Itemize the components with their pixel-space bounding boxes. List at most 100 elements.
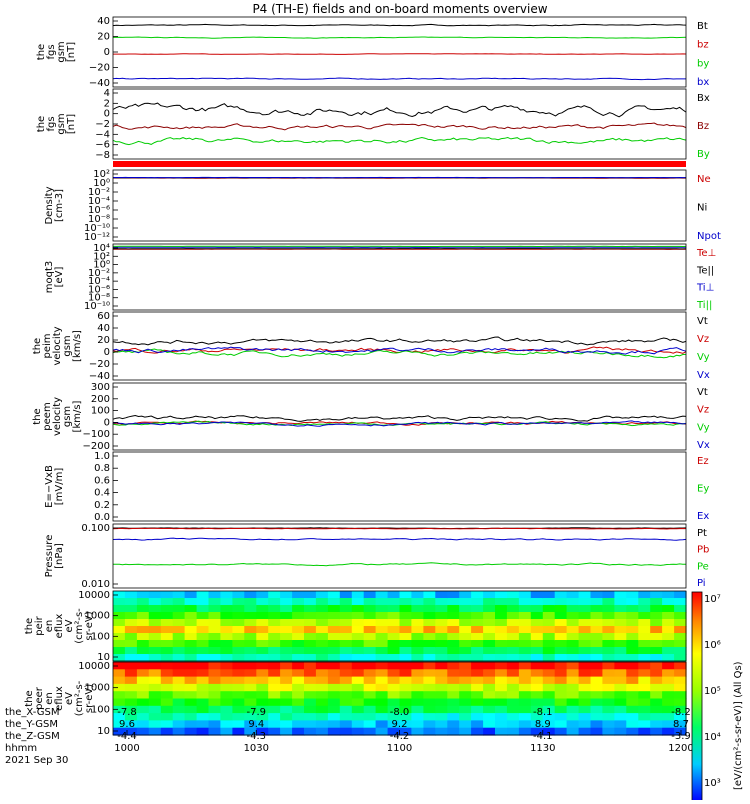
heatmap-cell (268, 598, 281, 606)
heatmap-cell (674, 647, 687, 655)
heatmap-cell (662, 677, 675, 685)
heatmap-cell (232, 598, 245, 606)
heatmap-cell (376, 612, 389, 620)
heatmap-cell (280, 591, 293, 599)
heatmap-cell (137, 677, 150, 685)
series-line-Vt (113, 416, 686, 422)
heatmap-cell (638, 669, 651, 677)
heatmap-cell (197, 677, 210, 685)
heatmap-cell (244, 684, 256, 692)
heatmap-cell (125, 669, 137, 677)
heatmap-cell (602, 691, 615, 699)
heatmap-cell (292, 691, 305, 699)
heatmap-cell (638, 640, 651, 648)
heatmap-cell (626, 706, 639, 714)
heatmap-cell (268, 684, 281, 692)
heatmap-cell (507, 662, 520, 670)
heatmap-cell (638, 706, 651, 714)
heatmap-cell (328, 720, 341, 728)
heatmap-cell (591, 633, 604, 641)
y-tick-label: 0 (104, 417, 110, 428)
heatmap-cell (614, 662, 627, 670)
heatmap-cell (602, 662, 615, 670)
heatmap-cell (340, 612, 353, 620)
heatmap-cell (602, 669, 615, 677)
heatmap-cell (256, 684, 269, 692)
legend-Ti⊥: Ti⊥ (696, 283, 714, 294)
heatmap-cell (388, 605, 401, 613)
heatmap-cell (519, 647, 532, 655)
heatmap-cell (149, 677, 162, 685)
heatmap-cell (662, 605, 675, 613)
heatmap-cell (471, 713, 484, 721)
heatmap-cell (352, 691, 365, 699)
heatmap-cell (376, 619, 389, 627)
heatmap-cell (614, 605, 627, 613)
heatmap-cell (328, 706, 341, 714)
heatmap-cell (328, 598, 341, 606)
colorbar-tick: 10⁴ (704, 732, 721, 743)
heatmap-cell (137, 691, 150, 699)
heatmap-cell (650, 720, 663, 728)
heatmap-cell (400, 647, 413, 655)
heatmap-cell (626, 640, 639, 648)
heatmap-cell (244, 633, 256, 641)
heatmap-cell (674, 677, 687, 685)
heatmap-cell (232, 684, 245, 692)
heatmap-cell (280, 669, 293, 677)
panel-frame (113, 17, 686, 87)
heatmap-cell (519, 677, 532, 685)
heatmap-cell (423, 669, 436, 677)
heatmap-cell (209, 619, 222, 627)
heatmap-cell (376, 605, 389, 613)
heatmap-cell (626, 699, 639, 707)
heatmap-cell (435, 612, 448, 620)
heatmap-cell (507, 713, 520, 721)
heatmap-cell (435, 619, 448, 627)
heatmap-cell (209, 633, 222, 641)
heatmap-cell (495, 728, 508, 736)
footer-value: 8.9 (535, 719, 551, 730)
legend-Ni: Ni (697, 203, 707, 214)
series-line-Vx (113, 347, 686, 354)
heatmap-cell (459, 619, 472, 627)
heatmap-cell (280, 626, 293, 634)
heatmap-cell (352, 654, 365, 662)
heatmap-cell (471, 662, 484, 670)
heatmap-cell (352, 605, 365, 613)
heatmap-cell (232, 720, 245, 728)
y-tick-label: −20 (89, 359, 110, 370)
heatmap-cell (316, 677, 329, 685)
heatmap-cell (555, 677, 568, 685)
heatmap-cell (543, 662, 556, 670)
heatmap-cell (674, 699, 687, 707)
legend-Te⊥: Te⊥ (696, 248, 716, 259)
heatmap-cell (471, 728, 484, 736)
heatmap-cell (507, 706, 520, 714)
heatmap-cell (555, 720, 568, 728)
heatmap-cell (328, 699, 341, 707)
heatmap-cell (220, 654, 233, 662)
heatmap-cell (555, 647, 568, 655)
heatmap-cell (173, 626, 186, 634)
heatmap-cell (232, 654, 245, 662)
heatmap-cell (161, 654, 174, 662)
heatmap-cell (638, 720, 651, 728)
heatmap-cell (316, 598, 329, 606)
heatmap-cell (232, 612, 245, 620)
heatmap-cell (304, 720, 317, 728)
y-tick-label: 0 (104, 47, 110, 58)
heatmap-cell (650, 633, 663, 641)
heatmap-cell (209, 684, 222, 692)
heatmap-cell (411, 662, 424, 670)
heatmap-cell (411, 706, 424, 714)
heatmap-cell (423, 626, 436, 634)
heatmap-cell (173, 662, 186, 670)
heatmap-cell (519, 691, 532, 699)
heatmap-cell (364, 619, 377, 627)
heatmap-cell (423, 706, 436, 714)
heatmap-cell (555, 699, 568, 707)
heatmap-cell (567, 654, 580, 662)
heatmap-cell (185, 684, 198, 692)
heatmap-cell (244, 662, 256, 670)
